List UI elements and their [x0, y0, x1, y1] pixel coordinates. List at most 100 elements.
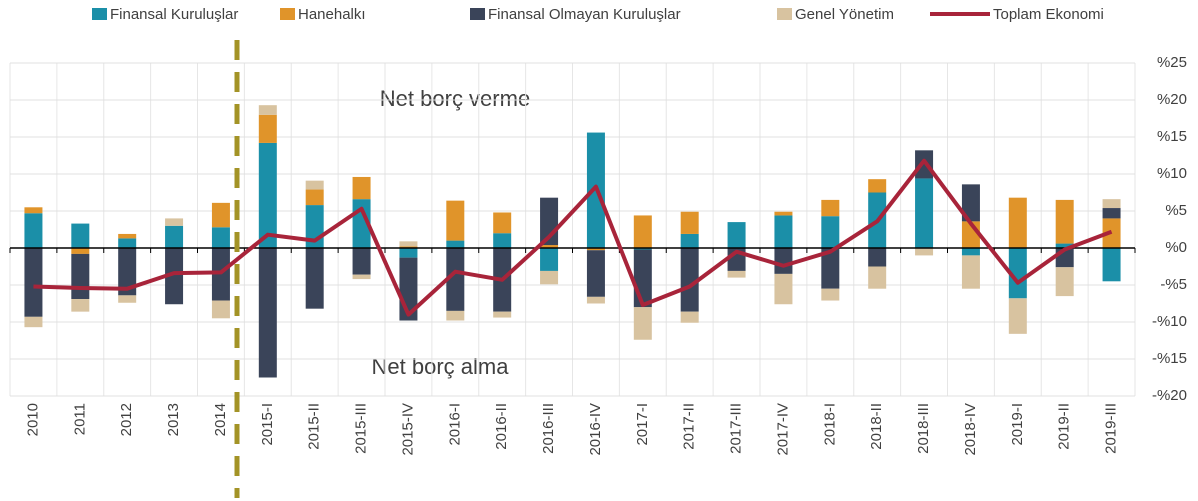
bar-segment [118, 295, 137, 303]
bar-segment [24, 248, 43, 317]
bar-segment [586, 250, 605, 297]
bar-segment [821, 199, 840, 217]
legend-swatch [92, 8, 107, 20]
bar-segment [118, 248, 137, 296]
x-tick-label: 2016-I [446, 403, 463, 446]
bar-segment [258, 105, 277, 115]
bar-segment [24, 316, 43, 328]
annotation: Net borç verme [380, 86, 530, 111]
bar-segment [821, 216, 840, 248]
bar-segment [399, 248, 418, 258]
bar-segment [399, 241, 418, 247]
x-tick-label: 2013 [165, 403, 182, 436]
bar-segment [165, 248, 184, 305]
bar-segment [915, 150, 934, 179]
bar-segment [211, 227, 230, 248]
bar-segment [258, 248, 277, 378]
y-tick-label: -%10 [1152, 313, 1187, 330]
bar-segment [868, 248, 887, 267]
bar-segment [774, 248, 793, 274]
bar-segment [493, 233, 512, 248]
bar-segment [446, 200, 465, 241]
bar-segment [71, 223, 90, 248]
legend-swatch [470, 8, 485, 20]
legend-label: Genel Yönetim [795, 6, 894, 23]
bar-segment [1102, 199, 1121, 209]
bar-segment [352, 274, 371, 280]
x-tick-label: 2018-II [868, 403, 885, 450]
bar-segment [305, 189, 324, 206]
y-tick-label: %15 [1157, 128, 1187, 145]
x-tick-label: 2017-II [681, 403, 698, 450]
y-tick-label: %20 [1157, 91, 1187, 108]
bar-segment [1102, 208, 1121, 219]
x-tick-label: 2012 [118, 403, 135, 436]
bar-segment [446, 248, 465, 311]
bar-segment [915, 248, 934, 256]
bar-segment [868, 179, 887, 193]
bar-segment [71, 253, 90, 300]
x-tick-label: 2011 [71, 403, 88, 435]
y-tick-label: -%15 [1152, 350, 1187, 367]
bar-segment [868, 266, 887, 289]
x-tick-label: 2017-III [728, 403, 745, 454]
bar-segment [1102, 248, 1121, 282]
x-tick-label: 2017-I [634, 403, 651, 446]
legend-label: Finansal Kuruluşlar [110, 6, 238, 23]
legend-label: Hanehalkı [298, 6, 366, 23]
y-tick-label: %5 [1165, 202, 1187, 219]
x-tick-label: 2014 [212, 403, 229, 436]
x-tick-label: 2019-III [1103, 403, 1120, 454]
bar-segment [446, 240, 465, 248]
x-tick-label: 2018-I [821, 403, 838, 446]
bar-segment [961, 255, 980, 289]
bar-segment [540, 248, 559, 271]
bar-segment [1055, 267, 1074, 297]
bar-segment [1008, 298, 1027, 334]
bar-segment [165, 225, 184, 248]
bar-segment [1008, 248, 1027, 299]
bar-segment [71, 299, 90, 312]
bar-segment [165, 218, 184, 226]
y-tick-label: -%5 [1160, 276, 1187, 293]
bar-segment [727, 270, 746, 278]
bar-segment [1055, 199, 1074, 244]
bar-segment [305, 180, 324, 190]
bar-segment [915, 178, 934, 248]
bar-segment [352, 176, 371, 200]
bar-segment [821, 248, 840, 289]
bar-segment [680, 311, 699, 323]
bar-segment [211, 202, 230, 228]
bar-segment [540, 270, 559, 285]
y-tick-label: %10 [1157, 165, 1187, 182]
bar-segment [211, 300, 230, 319]
x-tick-label: 2018-III [915, 403, 932, 454]
bar-segment [71, 248, 90, 254]
x-tick-label: 2019-I [1009, 403, 1026, 446]
total-line [33, 158, 1113, 317]
bar-segment [727, 222, 746, 248]
bar-segment [821, 288, 840, 301]
bar-segment [586, 248, 605, 251]
legend-swatch [777, 8, 792, 20]
bar-segment [118, 238, 137, 248]
x-tick-label: 2015-III [353, 403, 370, 454]
bar-segment [1055, 243, 1074, 248]
y-tick-label: %25 [1157, 54, 1187, 71]
bar-segment [24, 207, 43, 214]
bar-segment [24, 213, 43, 248]
bar-segment [680, 211, 699, 234]
y-tick-label: -%20 [1152, 387, 1187, 404]
y-tick-label: %0 [1165, 239, 1187, 256]
legend-swatch [280, 8, 295, 20]
bar-segment [258, 142, 277, 248]
bar-segment [633, 307, 652, 340]
legend-label: Toplam Ekonomi [993, 6, 1104, 23]
bar-segment [961, 248, 980, 256]
x-tick-label: 2010 [24, 403, 41, 436]
bar-segment [1008, 197, 1027, 248]
bar-segment [680, 233, 699, 248]
bar-segment [493, 311, 512, 318]
bar-segment [493, 212, 512, 234]
